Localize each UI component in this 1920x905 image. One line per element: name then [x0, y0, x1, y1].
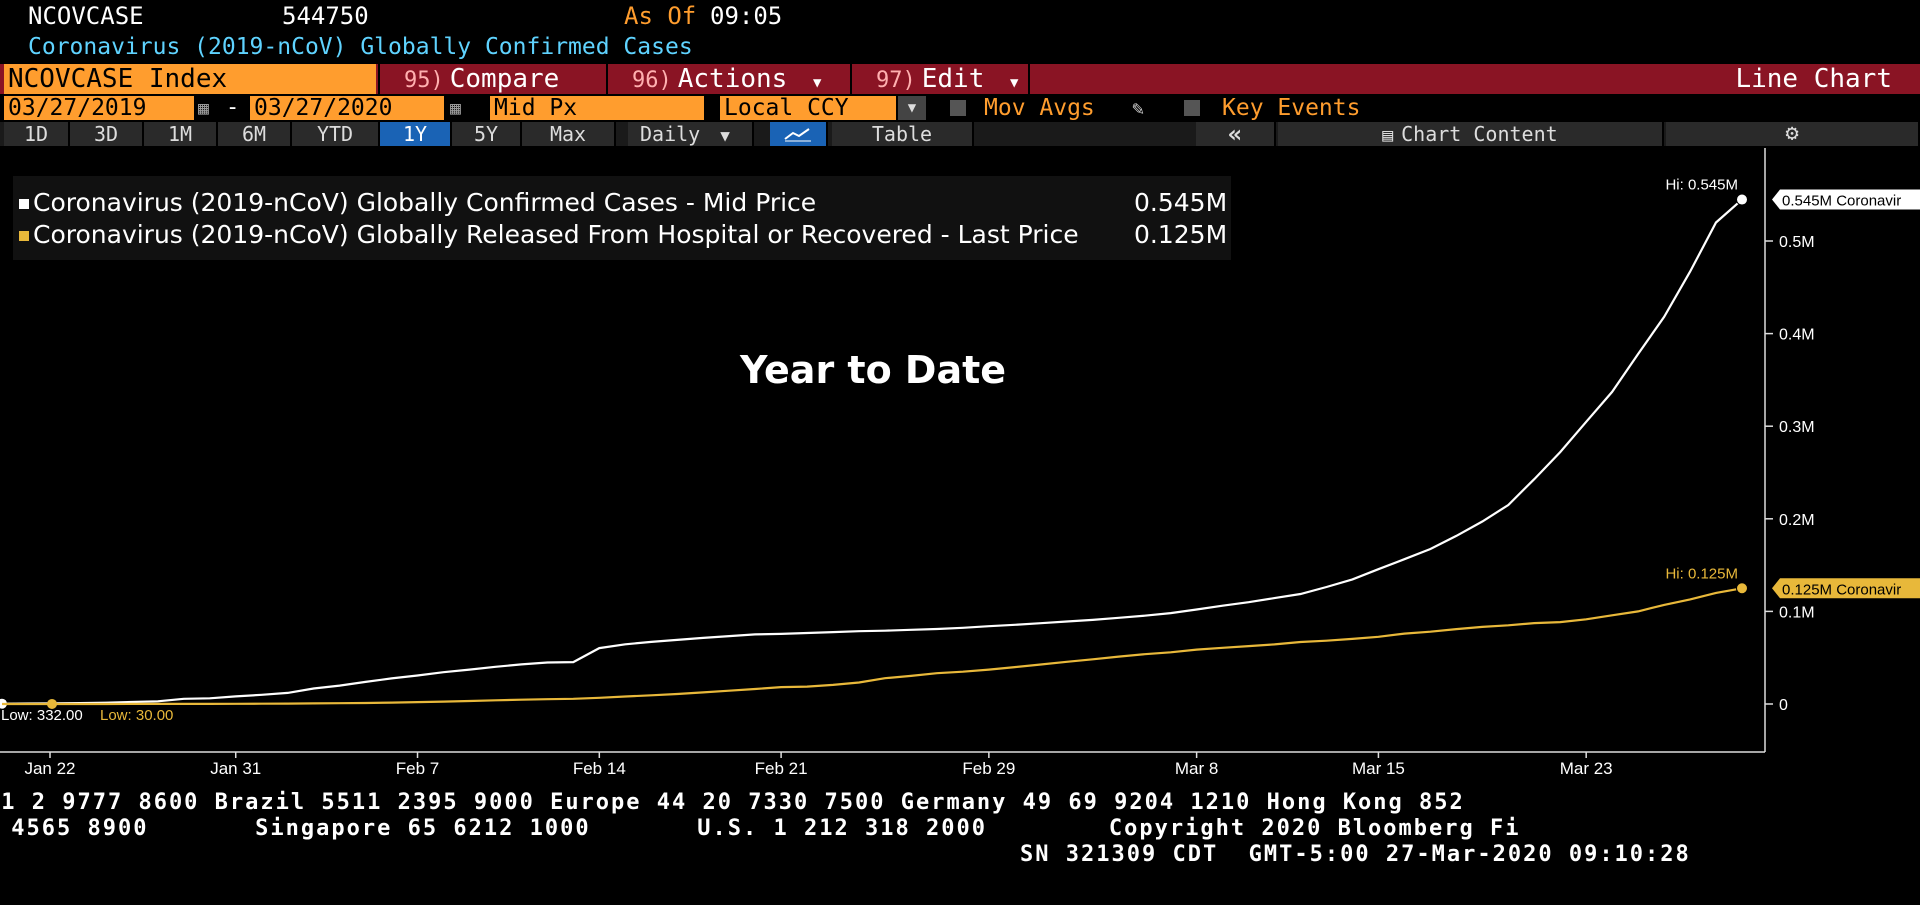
y-tick-label: 0.3M — [1779, 419, 1815, 436]
period-tab-3d[interactable]: 3D — [70, 122, 144, 146]
legend-value-recovered: 0.125M — [1134, 220, 1228, 249]
price-field-select[interactable]: Mid Px — [490, 96, 704, 120]
frequency-chevron-icon: ▼ — [720, 126, 730, 145]
footer-contacts-2: 4565 8900 Singapore 65 6212 1000 U.S. 1 … — [0, 816, 1521, 841]
edit-chevron-icon: ▼ — [1010, 75, 1019, 91]
period-tab-ytd[interactable]: YTD — [292, 122, 380, 146]
x-tick-label: Feb 21 — [755, 759, 808, 778]
chart-legend: Coronavirus (2019-nCoV) Globally Confirm… — [13, 176, 1231, 260]
series-end-point-0 — [1736, 193, 1748, 206]
collapse-icon[interactable]: « — [1196, 122, 1276, 146]
currency-select[interactable]: Local CCY — [720, 96, 896, 120]
actions-button[interactable]: 96) Actions ▼ — [606, 64, 850, 94]
end-date-field[interactable]: 03/27/2020 — [250, 96, 444, 120]
edit-label: Edit — [921, 64, 985, 94]
actions-label: Actions — [677, 64, 788, 94]
period-tab-1m[interactable]: 1M — [144, 122, 218, 146]
x-tick-label: Jan 22 — [24, 759, 75, 778]
chart-content-label: Chart Content — [1401, 122, 1558, 146]
footer-session: SN 321309 CDT GMT-5:00 27-Mar-2020 09:10… — [1020, 842, 1691, 867]
axis-tag-bg-0 — [1772, 189, 1920, 210]
range-separator: - — [226, 95, 240, 120]
mov-avgs-checkbox[interactable] — [950, 100, 966, 116]
edit-button[interactable]: 97) Edit ▼ — [850, 64, 1028, 94]
x-tick-label: Mar 15 — [1352, 759, 1405, 778]
period-toolbar: 1D 3D 1M 6M YTD 1Y 5Y Max Daily ▼ Table « ▤ Char… — [0, 122, 1920, 146]
period-tab-1d[interactable]: 1D — [4, 122, 70, 146]
legend-swatch-recovered — [19, 231, 29, 241]
last-value: 544750 — [282, 2, 369, 30]
actions-chevron-icon: ▼ — [812, 75, 822, 91]
edit-number: 97) — [876, 68, 916, 93]
series-start-point-1 — [47, 698, 57, 709]
compare-button[interactable]: 95) Compare — [378, 64, 606, 94]
x-tick-label: Mar 23 — [1560, 759, 1613, 778]
x-tick-label: Feb 29 — [962, 759, 1015, 778]
series-low-label-0: Low: 332.00 — [1, 707, 83, 724]
period-tab-1y[interactable]: 1Y — [380, 122, 452, 146]
footer-contacts-1: 61 2 9777 8600 Brazil 5511 2395 9000 Eur… — [0, 790, 1465, 815]
currency-dropdown-icon[interactable]: ▼ — [898, 96, 926, 120]
y-tick-label: 0.5M — [1779, 234, 1815, 251]
frequency-label: Daily — [640, 122, 701, 146]
key-events-label[interactable]: Key Events — [1222, 95, 1361, 121]
security-input[interactable]: NCOVCASE Index — [4, 64, 376, 94]
end-calendar-icon[interactable]: ▦ — [450, 98, 461, 119]
start-date-field[interactable]: 03/27/2019 — [4, 96, 194, 120]
x-tick-label: Feb 14 — [573, 759, 626, 778]
legend-value-confirmed: 0.545M — [1134, 188, 1228, 217]
period-tab-6m[interactable]: 6M — [218, 122, 292, 146]
series-end-point-1 — [1736, 582, 1748, 595]
start-calendar-icon[interactable]: ▦ — [198, 98, 209, 119]
chart-type-label[interactable]: Line Chart — [1028, 64, 1920, 94]
frequency-select[interactable]: Daily ▼ — [628, 122, 754, 146]
legend-entry-confirmed[interactable]: Coronavirus (2019-nCoV) Globally Confirm… — [19, 188, 1227, 217]
period-tab-max[interactable]: Max — [522, 122, 616, 146]
actions-number: 96) — [632, 68, 672, 93]
description-text: Coronavirus (2019-nCoV) Globally Confirm… — [28, 34, 693, 60]
series-line-0 — [1, 198, 1743, 705]
x-tick-label: Feb 7 — [396, 759, 439, 778]
security-description: Coronavirus (2019-nCoV) Globally Confirm… — [0, 34, 1920, 62]
y-tick-label: 0.2M — [1779, 512, 1815, 529]
chart-content-icon: ▤ — [1382, 125, 1394, 146]
line-chart: 0 0.1M 0.2M 0.3M 0.4M 0.5M Jan 22 Jan 31 Feb 7 Fe… — [0, 148, 1920, 778]
range-toolbar: 03/27/2019 ▦ - 03/27/2020 ▦ Mid Px Local… — [0, 96, 1920, 120]
x-tick-label: Mar 8 — [1175, 759, 1218, 778]
legend-swatch-confirmed — [19, 199, 29, 209]
series-hi-label-1: Hi: 0.125M — [1665, 565, 1738, 582]
chart-annotation: Year to Date — [740, 348, 1007, 392]
function-toolbar: NCOVCASE Index 95) Compare 96) Actions ▼ 9… — [0, 64, 1920, 94]
chart-content-button[interactable]: ▤ Chart Content — [1278, 122, 1664, 146]
table-button[interactable]: Table — [832, 122, 974, 146]
legend-name-recovered: Coronavirus (2019-nCoV) Globally Release… — [33, 220, 1079, 249]
mov-avgs-label[interactable]: Mov Avgs — [984, 95, 1095, 121]
period-tab-5y[interactable]: 5Y — [452, 122, 522, 146]
axis-tag-text-1: 0.125M Coronavir — [1782, 581, 1901, 598]
compare-number: 95) — [404, 68, 444, 93]
settings-gear-icon[interactable]: ⚙ — [1666, 122, 1920, 146]
pencil-icon[interactable]: ✎ — [1132, 96, 1145, 120]
y-tick-label: 0.4M — [1779, 327, 1815, 344]
series-low-label-1: Low: 30.00 — [100, 707, 173, 724]
compare-label: Compare — [449, 64, 560, 94]
key-events-checkbox[interactable] — [1184, 100, 1200, 116]
security-header: NCOVCASE 544750 As Of 09:05 — [0, 0, 1920, 30]
y-tick-label: 0.1M — [1779, 604, 1815, 621]
line-chart-icon[interactable] — [770, 122, 828, 146]
series-axis-tag-0: 0.545M Coronavir — [1772, 189, 1920, 210]
as-of-label: As Of — [624, 2, 697, 30]
axis-tag-text-0: 0.545M Coronavir — [1782, 193, 1901, 210]
legend-name-confirmed: Coronavirus (2019-nCoV) Globally Confirm… — [33, 188, 817, 217]
axis-tag-bg-1 — [1772, 578, 1920, 599]
ticker-symbol: NCOVCASE — [28, 2, 144, 30]
legend-entry-recovered[interactable]: Coronavirus (2019-nCoV) Globally Release… — [19, 220, 1227, 249]
y-tick-label: 0 — [1779, 697, 1788, 714]
series-hi-label-0: Hi: 0.545M — [1665, 177, 1738, 194]
series-line-1 — [2, 587, 1743, 706]
as-of-time: 09:05 — [710, 2, 783, 30]
x-tick-label: Jan 31 — [210, 759, 261, 778]
series-axis-tag-1: 0.125M Coronavir — [1772, 578, 1920, 599]
